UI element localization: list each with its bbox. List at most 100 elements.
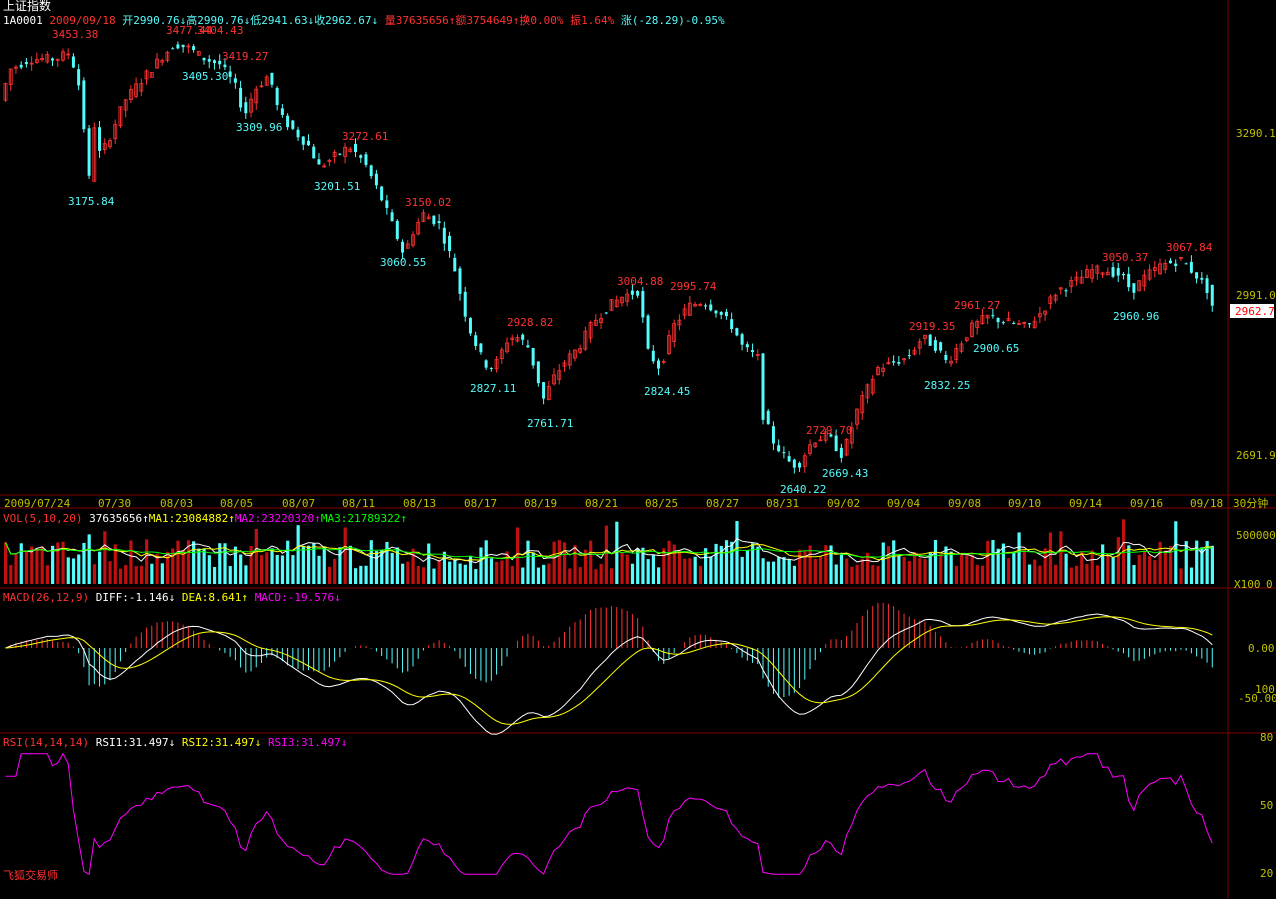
volume-bar xyxy=(1195,540,1199,584)
candle-body xyxy=(959,343,964,352)
swing-label-high: 3067.84 xyxy=(1166,241,1213,254)
volume-bar xyxy=(160,563,164,584)
volume-bar xyxy=(312,543,316,584)
candle-body xyxy=(1142,274,1147,287)
volume-bar xyxy=(1043,548,1047,584)
volume-bar xyxy=(871,565,875,584)
macd-indicator-label[interactable]: MACD(26,12,9) xyxy=(3,591,90,604)
candle-body xyxy=(1168,260,1172,264)
candle-body xyxy=(1079,276,1084,284)
candle-body xyxy=(453,257,457,272)
candle-body xyxy=(29,62,34,65)
volume-bar xyxy=(1121,519,1126,584)
candle-body xyxy=(8,68,13,85)
volume-bar xyxy=(113,544,117,584)
volume-bar xyxy=(192,541,196,584)
volume-bar xyxy=(1210,545,1214,584)
candle-body xyxy=(1048,296,1053,304)
volume-ma2-line xyxy=(5,542,1213,562)
candle-body xyxy=(870,379,875,394)
timeframe-label: 30分钟 xyxy=(1233,496,1268,510)
candle-body xyxy=(1163,263,1168,270)
change-value: 涨(-28.29)-0.95% xyxy=(620,14,725,27)
volume-bar xyxy=(766,561,770,584)
candle-body xyxy=(102,143,107,150)
candle-body xyxy=(964,337,969,341)
candle-body xyxy=(1037,313,1042,318)
time-tick: 09/18 xyxy=(1190,497,1223,510)
candle-body xyxy=(218,60,222,65)
volume-bar xyxy=(960,553,964,584)
candle-body xyxy=(165,51,170,61)
candle-body xyxy=(61,51,65,61)
candle-body xyxy=(991,315,995,317)
volume-bar xyxy=(181,550,185,584)
candle-body xyxy=(792,459,796,468)
macd-dea: DEA:8.641↑ xyxy=(181,591,249,604)
swing-label-high: 3050.37 xyxy=(1102,251,1148,264)
candle-body xyxy=(557,370,562,380)
candle-body xyxy=(740,334,744,345)
candle-body xyxy=(301,136,305,145)
volume-bar xyxy=(782,557,786,584)
candle-body xyxy=(813,442,818,448)
volume-bar xyxy=(66,557,70,584)
volume-ma1: MA1:23084882↑ xyxy=(148,512,235,525)
candle-body xyxy=(275,87,279,106)
volume-bar xyxy=(380,549,384,584)
candle-body xyxy=(291,120,295,129)
volume-bar xyxy=(228,566,232,584)
candle-body xyxy=(369,165,373,177)
volume-indicator-label[interactable]: VOL(5,10,20) xyxy=(3,512,83,525)
macd-header: MACD(26,12,9) DIFF:-1.146↓ DEA:8.641↑ MA… xyxy=(3,591,341,604)
price-tick: 3290.1 xyxy=(1236,127,1276,140)
time-tick: 09/08 xyxy=(948,497,981,510)
volume-bar xyxy=(531,552,535,584)
candle-body xyxy=(661,360,666,363)
volume-bar xyxy=(327,566,332,584)
macd-panel-graph xyxy=(5,602,1213,735)
candle-body xyxy=(264,76,269,86)
volume-bar xyxy=(212,567,217,584)
volume-bar xyxy=(526,540,530,584)
candle-body xyxy=(1064,290,1068,292)
candle-body xyxy=(698,304,703,306)
volume-bar xyxy=(813,558,817,584)
candle-body xyxy=(944,354,948,360)
volume-bar xyxy=(463,564,467,584)
current-price-label: 2962.7 xyxy=(1235,305,1275,318)
volume-bar xyxy=(259,555,264,584)
index-code: 1A0001 xyxy=(3,14,43,27)
price-tick: 2991.0 xyxy=(1236,289,1276,302)
candle-body xyxy=(802,455,807,467)
candle-body xyxy=(416,221,421,235)
candle-body xyxy=(1069,280,1074,287)
candle-body xyxy=(401,241,405,253)
candle-body xyxy=(348,148,353,152)
volume-bar xyxy=(939,554,943,584)
volume-bar xyxy=(108,561,112,584)
candle-body xyxy=(761,353,765,420)
candle-body xyxy=(343,146,347,157)
volume-bar xyxy=(562,542,567,584)
time-tick: 07/30 xyxy=(98,497,131,510)
volume-ma1-line xyxy=(5,537,1213,564)
volume-bar xyxy=(777,556,781,584)
volume-bar xyxy=(808,545,812,584)
candle-body xyxy=(280,108,284,115)
macd-tick: 0.00 xyxy=(1248,642,1275,655)
volume-bar xyxy=(495,561,499,584)
time-tick: 08/19 xyxy=(524,497,557,510)
volume-bar xyxy=(1158,541,1162,584)
candle-body xyxy=(1105,271,1110,276)
volume-bar xyxy=(270,548,274,584)
volume-bar xyxy=(913,552,917,584)
volume-bar xyxy=(359,565,363,584)
candle-body xyxy=(322,165,327,168)
volume-bar xyxy=(1048,532,1053,584)
swing-label-high: 2919.35 xyxy=(909,320,955,333)
rsi-indicator-label[interactable]: RSI(14,14,14) xyxy=(3,736,90,749)
volume-bar xyxy=(578,567,582,584)
